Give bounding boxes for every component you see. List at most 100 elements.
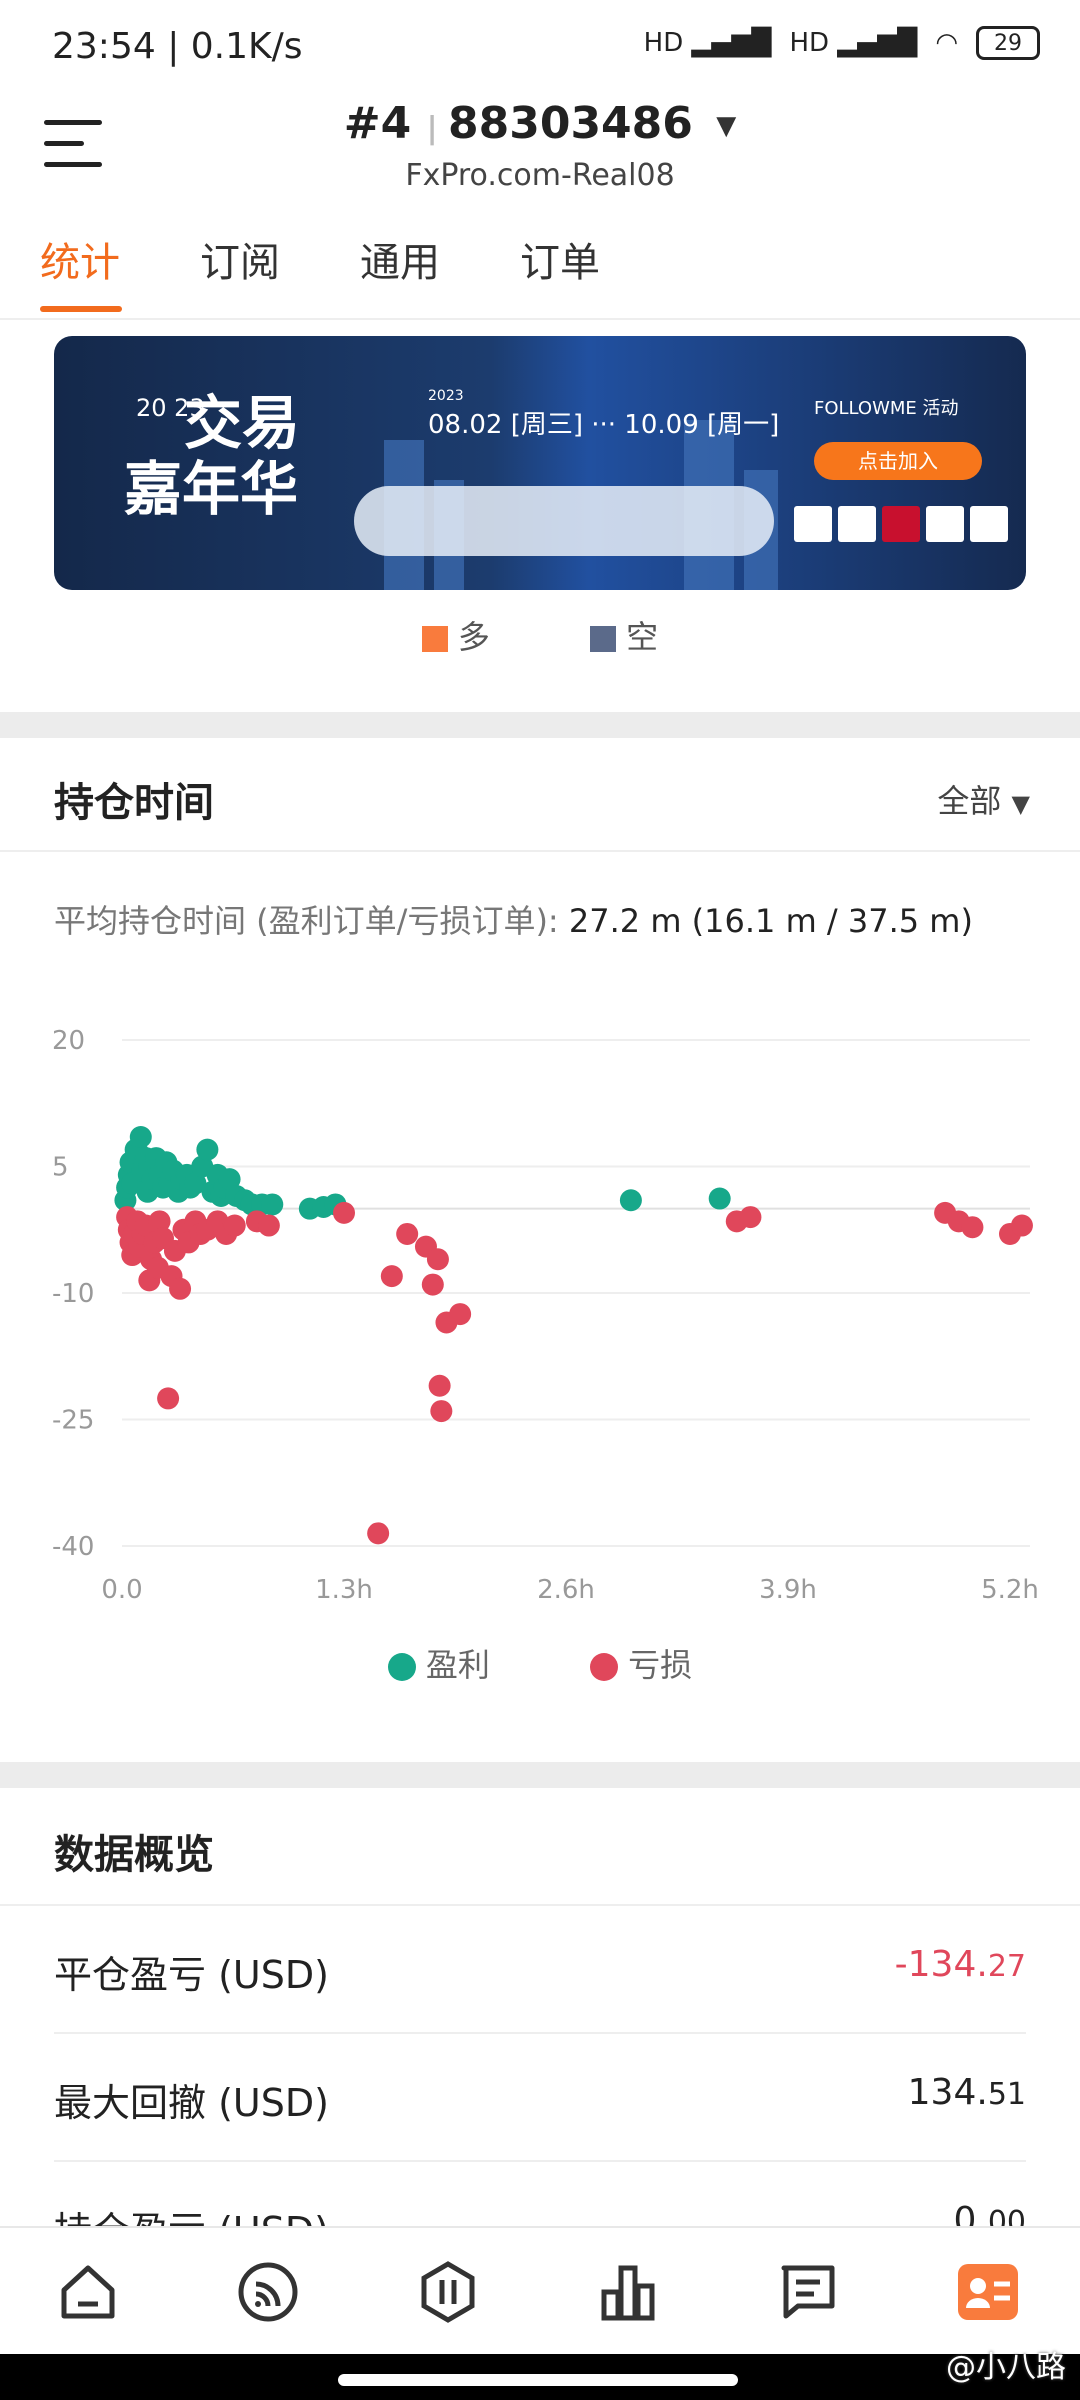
watermark: @小八路: [946, 2350, 1066, 2385]
short-legend-label: 空: [626, 618, 659, 656]
x-tick-label: 3.9h: [759, 1575, 817, 1605]
trade-icon[interactable]: [416, 2260, 480, 2324]
avg-holding-value: 27.2 m (16.1 m / 37.5 m): [568, 902, 973, 940]
loss-point[interactable]: [426, 1248, 449, 1271]
profit-point[interactable]: [196, 1138, 219, 1161]
battery-icon: 29: [976, 26, 1040, 60]
account-number: 88303486: [447, 98, 693, 149]
y-tick-label: -40: [52, 1532, 94, 1562]
wifi-icon: ◠: [935, 28, 958, 58]
loss-point[interactable]: [430, 1400, 453, 1423]
loss-point[interactable]: [428, 1374, 451, 1397]
loss-legend-dot: [590, 1653, 619, 1681]
loss-point[interactable]: [961, 1216, 984, 1239]
y-tick-label: -25: [52, 1406, 94, 1436]
account-server: FxPro.com-Real08: [405, 158, 675, 193]
holding-time-scatter-chart: 20 5 -10 -25 -400.0 1.3h 2.6h 3.9h 5.2h: [52, 1026, 1039, 1605]
profit-point[interactable]: [129, 1125, 152, 1148]
tab-statistics[interactable]: 统计: [40, 240, 120, 286]
y-tick-label: 5: [52, 1153, 69, 1183]
signal-icon[interactable]: [236, 2260, 300, 2324]
loss-point[interactable]: [1010, 1214, 1033, 1237]
long-legend-label: 多: [457, 618, 490, 656]
tab-general[interactable]: 通用: [360, 240, 440, 286]
tab-subscribe[interactable]: 订阅: [200, 240, 280, 286]
loss-legend-label[interactable]: 亏损: [628, 1646, 693, 1684]
home-indicator[interactable]: [338, 2374, 738, 2386]
status-time: 23:54 | 0.1K/s: [52, 26, 303, 67]
max-drawdown-label: 最大回撤 (USD): [54, 2081, 329, 2125]
y-tick-label: -10: [52, 1279, 94, 1309]
profit-point[interactable]: [619, 1189, 642, 1212]
partner-logo: [794, 506, 832, 542]
tab-bar: 统计 订阅 通用 订单: [0, 230, 1080, 320]
y-tick-label: 20: [52, 1026, 85, 1056]
bottom-nav: [0, 2226, 1080, 2356]
signal-icon-1: HD ▂▄▆█: [643, 28, 772, 58]
home-icon[interactable]: [56, 2260, 120, 2324]
closed-pnl-value: -134.27: [894, 1944, 1026, 1985]
max-drawdown-value: 134.51: [907, 2072, 1026, 2113]
x-tick-label: 1.3h: [315, 1575, 373, 1605]
overview-row: 平仓盈亏 (USD) -134.27: [54, 1906, 1026, 2034]
profile-card-icon[interactable]: [956, 2260, 1020, 2324]
loss-point[interactable]: [169, 1277, 192, 1300]
banner-brand: FOLLOWME 活动: [814, 398, 959, 419]
partner-logo: [926, 506, 964, 542]
bar-chart-icon[interactable]: [596, 2260, 660, 2324]
x-tick-label: 0.0: [101, 1575, 142, 1605]
loss-point[interactable]: [421, 1273, 444, 1296]
overview-title: 数据概览: [54, 1832, 214, 1878]
x-tick-label: 5.2h: [981, 1575, 1039, 1605]
profit-point[interactable]: [261, 1193, 284, 1216]
banner-year: 20 23: [136, 394, 205, 422]
long-legend-swatch: [421, 626, 448, 652]
avg-holding-time: 平均持仓时间 (盈利订单/亏损订单): 27.2 m (16.1 m / 37.…: [54, 896, 973, 942]
profit-legend-dot: [387, 1653, 416, 1681]
chart-legend: 盈利 亏损: [0, 1640, 1080, 1686]
short-legend-swatch: [590, 626, 617, 652]
divider: [0, 1904, 1080, 1906]
avg-holding-label: 平均持仓时间 (盈利订单/亏损订单):: [54, 902, 559, 940]
dropdown-caret-icon: ▼: [716, 111, 737, 141]
promo-banner[interactable]: 20 23 交易 嘉年华 2023 08.02 [周三] ··· 10.09 […: [54, 336, 1026, 590]
holding-time-title: 持仓时间: [54, 780, 214, 826]
closed-pnl-label: 平仓盈亏 (USD): [54, 1953, 329, 1997]
loss-point[interactable]: [396, 1222, 419, 1245]
banner-dates: 2023 08.02 [周三] ··· 10.09 [周一]: [428, 388, 780, 440]
loss-point[interactable]: [223, 1214, 246, 1237]
profit-legend-label[interactable]: 盈利: [425, 1646, 490, 1684]
profit-point[interactable]: [708, 1187, 731, 1210]
loss-point[interactable]: [367, 1522, 390, 1545]
long-short-legend: 多 空: [0, 612, 1080, 658]
partner-logo: [970, 506, 1008, 542]
profit-point[interactable]: [218, 1168, 241, 1191]
partner-logo: [838, 506, 876, 542]
dropdown-caret-icon: ▼: [1011, 790, 1030, 818]
loss-point[interactable]: [380, 1265, 403, 1288]
section-divider: [0, 1762, 1080, 1788]
tab-orders[interactable]: 订单: [520, 240, 600, 286]
signal-icon-2: HD ▂▄▆█: [789, 28, 918, 58]
divider: [0, 850, 1080, 852]
loss-point[interactable]: [157, 1387, 180, 1410]
menu-icon[interactable]: [44, 120, 102, 170]
loss-point[interactable]: [739, 1206, 762, 1229]
account-prefix: #4: [343, 98, 412, 149]
section-divider: [0, 712, 1080, 738]
status-icons: HD ▂▄▆█ HD ▂▄▆█ ◠ 29: [644, 26, 1040, 60]
loss-point[interactable]: [333, 1201, 355, 1224]
status-bar: 23:54 | 0.1K/s HD ▂▄▆█ HD ▂▄▆█ ◠ 29: [0, 0, 1080, 96]
account-selector[interactable]: #4 | 88303486 ▼: [343, 98, 737, 149]
banner-join-button[interactable]: 点击加入: [814, 442, 982, 480]
banner-title: 交易 嘉年华: [124, 389, 301, 523]
loss-point[interactable]: [148, 1210, 171, 1233]
loss-point[interactable]: [449, 1303, 472, 1326]
loss-point[interactable]: [257, 1214, 280, 1237]
message-icon[interactable]: [776, 2260, 840, 2324]
tab-active-indicator: [40, 306, 122, 312]
partner-logo: [882, 506, 920, 542]
profit-point[interactable]: [184, 1172, 207, 1195]
overview-row: 最大回撤 (USD) 134.51: [54, 2034, 1026, 2162]
holding-filter-dropdown[interactable]: 全部 ▼: [937, 782, 1030, 820]
